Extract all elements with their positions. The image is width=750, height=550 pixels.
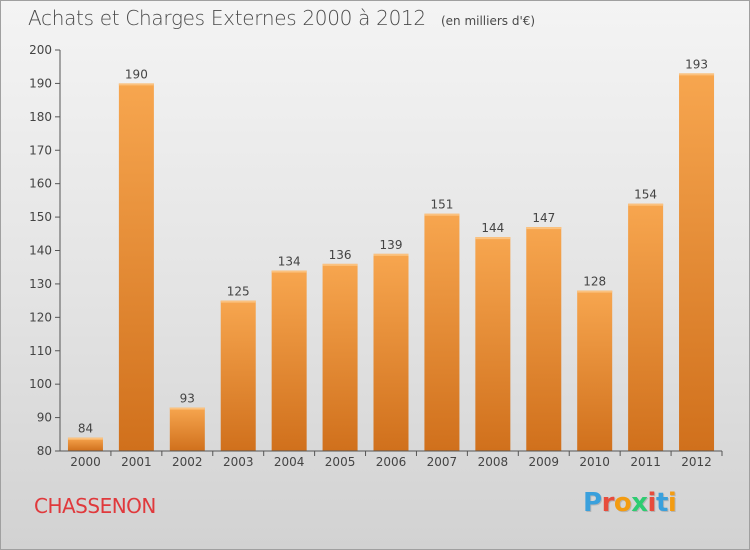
bar-2002 bbox=[169, 407, 205, 451]
y-tick-label: 110 bbox=[29, 344, 52, 358]
x-tick-label: 2010 bbox=[579, 455, 610, 469]
bar-top-highlight bbox=[220, 300, 256, 303]
logo-letter: i bbox=[667, 488, 677, 518]
logo-letter: o bbox=[613, 488, 632, 518]
bar-2009 bbox=[526, 227, 562, 451]
y-tick-label: 200 bbox=[29, 43, 52, 57]
x-tick-label: 2012 bbox=[681, 455, 712, 469]
bar-top-highlight bbox=[373, 253, 409, 256]
bar-value-label: 93 bbox=[180, 392, 195, 406]
y-tick-label: 160 bbox=[29, 177, 52, 191]
bar-2008 bbox=[475, 237, 511, 451]
bar-value-label: 151 bbox=[430, 198, 453, 212]
y-tick-label: 190 bbox=[29, 76, 52, 90]
bar-2000 bbox=[67, 437, 103, 451]
x-tick-label: 2006 bbox=[376, 455, 407, 469]
x-axis: 2000 2001 2002 2003 2004 2005 2006 2007 2008 2009… bbox=[60, 450, 723, 469]
bar-value-label: 134 bbox=[278, 255, 301, 269]
chart-unit: (en milliers d'€) bbox=[440, 14, 536, 28]
x-tick-label: 2005 bbox=[325, 455, 356, 469]
logo-letter: i bbox=[647, 488, 657, 518]
y-axis: 80 90 100 110 120 130 140 150 160 170 180 190 200 bbox=[29, 43, 61, 458]
logo-letter: t bbox=[655, 488, 668, 518]
bar-2001 bbox=[118, 83, 154, 452]
city-name: CHASSENON bbox=[34, 494, 156, 518]
bar-value-label: 136 bbox=[329, 248, 352, 262]
proxiti-logo[interactable]: Proxiti bbox=[583, 488, 677, 518]
bar-top-highlight bbox=[169, 407, 205, 410]
bar-top-highlight bbox=[577, 290, 613, 293]
bar-value-label: 190 bbox=[125, 67, 148, 81]
y-tick-label: 100 bbox=[29, 377, 52, 391]
x-tick-label: 2007 bbox=[427, 455, 458, 469]
bar-2006 bbox=[373, 253, 409, 451]
bar-value-label: 144 bbox=[481, 221, 504, 235]
bar-top-highlight bbox=[67, 437, 103, 440]
bar-2007 bbox=[424, 213, 460, 451]
bar-2011 bbox=[628, 203, 664, 451]
x-tick-label: 2004 bbox=[274, 455, 305, 469]
y-tick-label: 170 bbox=[29, 143, 52, 157]
bar-top-highlight bbox=[118, 83, 154, 86]
y-tick-label: 180 bbox=[29, 110, 52, 124]
bar-value-label: 193 bbox=[685, 57, 708, 71]
bars: 84 190 93 125 134 136 139 151 144 147 128 154 193 bbox=[67, 57, 715, 452]
bar-2010 bbox=[577, 290, 613, 451]
x-tick-label: 2002 bbox=[172, 455, 203, 469]
y-tick-label: 150 bbox=[29, 210, 52, 224]
bar-value-label: 84 bbox=[78, 422, 93, 436]
logo-letter: x bbox=[631, 488, 648, 518]
x-tick-label: 2011 bbox=[630, 455, 661, 469]
bar-top-highlight bbox=[271, 270, 307, 273]
logo-letter: P bbox=[583, 488, 602, 518]
bar-value-label: 147 bbox=[532, 211, 555, 225]
bar-value-label: 125 bbox=[227, 285, 250, 299]
chart-title-block: Achats et Charges Externes 2000 à 2012 (… bbox=[28, 6, 535, 30]
bar-top-highlight bbox=[526, 227, 562, 230]
bar-2003 bbox=[220, 300, 256, 451]
bar-value-label: 139 bbox=[380, 238, 403, 252]
chart-title: Achats et Charges Externes 2000 à 2012 bbox=[28, 6, 426, 30]
y-tick-label: 90 bbox=[37, 411, 52, 425]
bar-2004 bbox=[271, 270, 307, 451]
bar-value-label: 154 bbox=[634, 188, 657, 202]
y-tick-label: 140 bbox=[29, 244, 52, 258]
x-tick-label: 2008 bbox=[478, 455, 509, 469]
x-tick-label: 2009 bbox=[528, 455, 559, 469]
bar-2005 bbox=[322, 263, 358, 451]
bar-top-highlight bbox=[475, 237, 511, 240]
y-tick-label: 120 bbox=[29, 310, 52, 324]
bar-top-highlight bbox=[628, 203, 664, 206]
x-tick-label: 2000 bbox=[70, 455, 101, 469]
bar-top-highlight bbox=[424, 213, 460, 216]
y-tick-label: 130 bbox=[29, 277, 52, 291]
bar-2012 bbox=[679, 73, 715, 452]
logo-letter: r bbox=[601, 488, 615, 518]
bar-top-highlight bbox=[679, 73, 715, 76]
y-tick-label: 80 bbox=[37, 444, 52, 458]
bar-top-highlight bbox=[322, 263, 358, 266]
bar-value-label: 128 bbox=[583, 275, 606, 289]
x-tick-label: 2003 bbox=[223, 455, 254, 469]
x-tick-label: 2001 bbox=[121, 455, 152, 469]
